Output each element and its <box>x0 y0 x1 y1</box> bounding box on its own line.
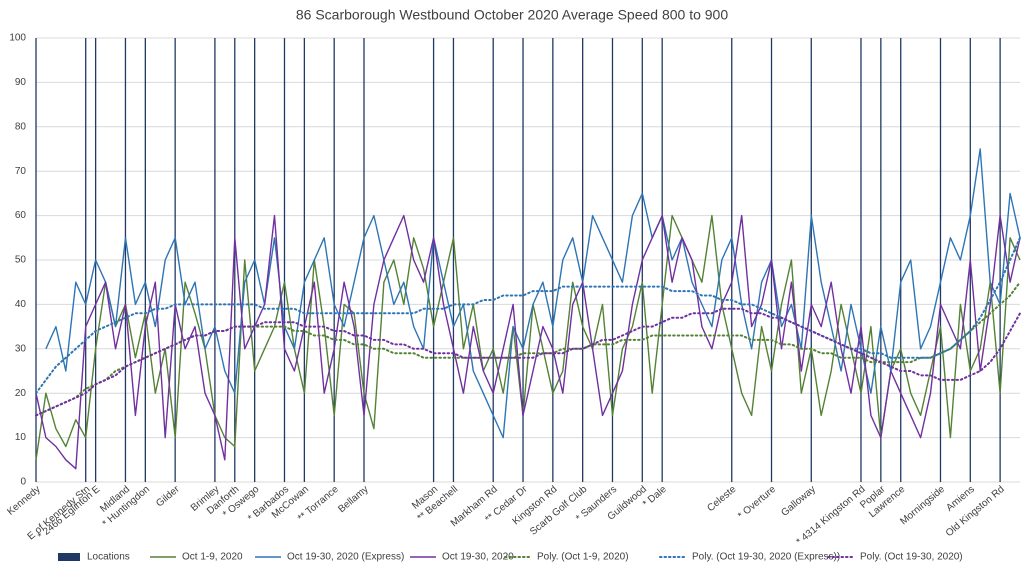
x-tick-label: Gilder <box>154 483 182 509</box>
legend-label: Locations <box>87 552 130 563</box>
y-tick-label: 0 <box>20 477 26 488</box>
y-tick-label: 60 <box>15 210 27 221</box>
series-line <box>35 214 1021 460</box>
legend-label: Oct 1-9, 2020 <box>182 552 243 563</box>
legend-label: Poly. (Oct 19-30, 2020) <box>860 552 963 563</box>
x-tick-label: Kennedy <box>5 484 42 518</box>
y-tick-label: 10 <box>15 432 27 443</box>
series-line <box>35 214 1021 470</box>
x-tick-label: Galloway <box>779 484 818 519</box>
series-line <box>45 148 1021 439</box>
legend-label: Poly. (Oct 1-9, 2020) <box>537 552 629 563</box>
legend-label: Poly. (Oct 19-30, 2020 (Express)) <box>692 552 840 563</box>
y-tick-label: 20 <box>15 388 27 399</box>
chart-title: 86 Scarborough Westbound October 2020 Av… <box>296 7 728 23</box>
legend-swatch <box>58 553 80 561</box>
legend-label: Oct 19-30, 2020 (Express) <box>287 552 404 563</box>
x-tick-label: Celeste <box>705 484 738 515</box>
y-tick-label: 70 <box>15 166 27 177</box>
y-tick-label: 30 <box>15 343 27 354</box>
y-tick-label: 80 <box>15 121 27 132</box>
y-tick-label: 50 <box>15 255 27 266</box>
legend-label: Oct 19-30, 2020 <box>442 552 514 563</box>
trend-line <box>35 307 1021 417</box>
y-tick-label: 90 <box>15 77 27 88</box>
x-tick-label: Bellamy <box>336 484 370 515</box>
x-tick-label: * 2466 Eglinton E <box>36 484 103 542</box>
trend-line <box>35 236 1021 395</box>
y-tick-label: 40 <box>15 299 27 310</box>
y-tick-label: 100 <box>9 33 26 44</box>
x-tick-label: * Overture <box>736 484 778 522</box>
x-tick-label: * Dale <box>641 484 669 510</box>
x-tick-label: Morningside <box>898 484 947 528</box>
